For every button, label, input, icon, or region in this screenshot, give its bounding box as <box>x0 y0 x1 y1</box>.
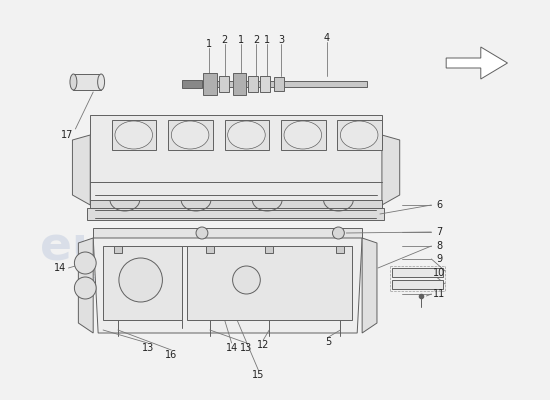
Text: 15: 15 <box>252 370 265 380</box>
Polygon shape <box>73 74 101 90</box>
Bar <box>219 76 229 92</box>
Polygon shape <box>182 80 202 88</box>
Ellipse shape <box>171 121 209 149</box>
Text: eurospares: eurospares <box>40 226 339 270</box>
Circle shape <box>119 258 162 302</box>
Text: 17: 17 <box>61 130 74 140</box>
Circle shape <box>74 277 96 299</box>
Text: 1: 1 <box>206 39 212 49</box>
Circle shape <box>196 227 208 239</box>
Ellipse shape <box>340 121 378 149</box>
Circle shape <box>233 266 260 294</box>
Text: 12: 12 <box>257 340 270 350</box>
Bar <box>114 246 122 253</box>
Circle shape <box>332 227 344 239</box>
Polygon shape <box>200 81 367 87</box>
Polygon shape <box>78 238 93 333</box>
Text: 11: 11 <box>433 289 446 299</box>
Bar <box>265 246 273 253</box>
Text: 3: 3 <box>278 35 284 45</box>
Polygon shape <box>112 120 157 150</box>
Text: 8: 8 <box>436 241 442 251</box>
Text: 2: 2 <box>222 35 228 45</box>
Ellipse shape <box>284 121 322 149</box>
Text: 1: 1 <box>238 35 244 45</box>
Bar <box>203 73 217 95</box>
Text: 9: 9 <box>436 254 442 264</box>
Text: 6: 6 <box>436 200 442 210</box>
Text: 16: 16 <box>165 350 178 360</box>
Text: 7: 7 <box>436 227 442 237</box>
Text: 13: 13 <box>240 343 252 353</box>
Polygon shape <box>90 200 382 208</box>
Bar <box>233 73 246 95</box>
Polygon shape <box>337 120 382 150</box>
Polygon shape <box>382 135 400 205</box>
Polygon shape <box>93 238 362 333</box>
Polygon shape <box>90 115 382 200</box>
Ellipse shape <box>70 74 77 90</box>
Text: a passion for parts since 1985: a passion for parts since 1985 <box>89 272 289 284</box>
Text: 1: 1 <box>264 35 270 45</box>
Polygon shape <box>362 238 377 333</box>
Polygon shape <box>103 246 182 320</box>
Bar <box>392 268 443 277</box>
Ellipse shape <box>98 74 104 90</box>
Ellipse shape <box>228 121 265 149</box>
Polygon shape <box>225 120 269 150</box>
Bar <box>392 280 443 289</box>
Polygon shape <box>73 135 90 205</box>
Bar <box>337 246 344 253</box>
Polygon shape <box>93 228 362 238</box>
Bar <box>260 76 270 92</box>
Text: 4: 4 <box>323 33 329 43</box>
Bar <box>249 76 258 92</box>
Polygon shape <box>168 120 213 150</box>
Text: 13: 13 <box>141 343 153 353</box>
Polygon shape <box>87 208 384 220</box>
Bar <box>274 77 284 91</box>
Text: 5: 5 <box>326 337 332 347</box>
Bar <box>206 246 214 253</box>
Polygon shape <box>446 47 508 79</box>
Text: 2: 2 <box>253 35 260 45</box>
Text: 10: 10 <box>433 268 446 278</box>
Text: 14: 14 <box>226 343 238 353</box>
Ellipse shape <box>115 121 152 149</box>
Polygon shape <box>187 246 352 320</box>
Polygon shape <box>281 120 326 150</box>
Text: 14: 14 <box>54 263 67 273</box>
Circle shape <box>74 252 96 274</box>
